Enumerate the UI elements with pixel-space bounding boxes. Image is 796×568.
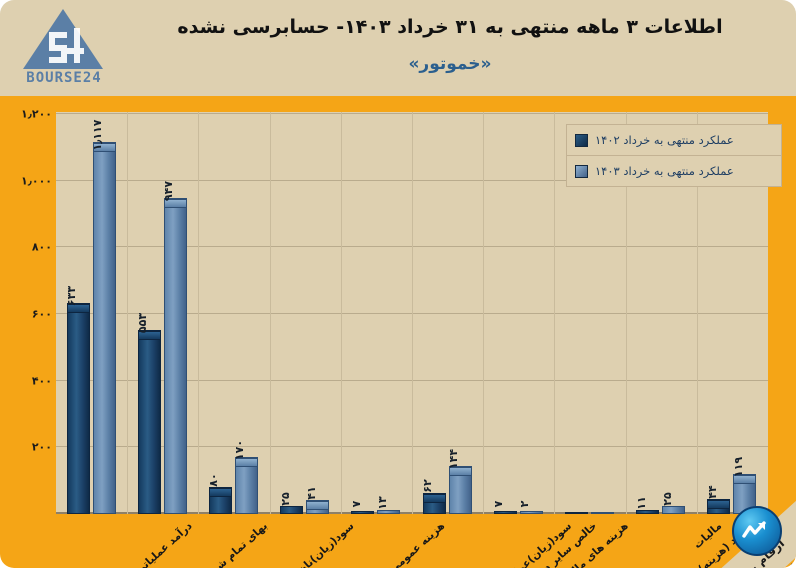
y-tick-label: ۸۰۰ xyxy=(31,240,52,254)
bar-عملکرد-منتهی-به-خرداد-۱۴۰۳[interactable]: ۱۱۹ xyxy=(732,457,757,514)
group-separator xyxy=(340,112,342,514)
bar-value-label: ۸۰ xyxy=(207,473,221,488)
bar-cap xyxy=(137,330,161,340)
group-separator xyxy=(198,112,200,514)
group-separator xyxy=(269,112,271,514)
bar-عملکرد-منتهی-به-خرداد-۱۴۰۳[interactable]: ۴۱ xyxy=(305,487,330,514)
bar-عملکرد-منتهی-به-خرداد-۱۴۰۲[interactable]: ۱۱ xyxy=(635,497,660,514)
page-subtitle: «خموتور» xyxy=(408,54,492,74)
bar-value-label: ۷ xyxy=(349,500,363,508)
bar-عملکرد-منتهی-به-خرداد-۱۴۰۳[interactable]: ۱۷۰ xyxy=(233,440,258,514)
bar-cap xyxy=(422,494,446,504)
bar-عملکرد-منتهی-به-خرداد-۱۴۰۲[interactable]: ۴۴ xyxy=(706,486,731,514)
x-tick-label: درآمد عملیاتی xyxy=(132,520,195,568)
group-separator xyxy=(127,112,129,514)
bar-عملکرد-منتهی-به-خرداد-۱۴۰۲[interactable]: ۶۲ xyxy=(421,480,446,514)
bar-group xyxy=(554,112,625,514)
bar-value-label: ۱۳ xyxy=(375,495,389,510)
bar-cap xyxy=(163,199,187,209)
bar-cap xyxy=(448,467,472,476)
bar-value-label: ۱٫۱۱۷ xyxy=(91,119,105,151)
group-separator xyxy=(625,112,627,514)
bar-value-label: ۱۷۰ xyxy=(233,440,247,461)
bar-value-label: ۱۴۴ xyxy=(447,448,461,470)
bar-value-label: ۵۵۳ xyxy=(136,312,150,333)
bar-group: ۵۵۳ ۹۴۷ xyxy=(127,112,198,514)
bar-cap xyxy=(92,142,116,152)
bar-عملکرد-منتهی-به-خرداد-۱۴۰۲[interactable]: ۶۳۳ xyxy=(65,286,90,514)
bar-cap xyxy=(234,458,258,468)
bar-عملکرد-منتهی-به-خرداد-۱۴۰۳[interactable]: ۱٫۱۱۷ xyxy=(91,119,116,514)
bar-عملکرد-منتهی-به-خرداد-۱۴۰۲[interactable]: ۷ xyxy=(350,501,375,514)
chart-panel: ۲۰۰ ۴۰۰ ۶۰۰ ۸۰۰ ۱٫۰۰۰ ۱٫۲۰۰ ۶۳۳ ۱٫۱۱۷ ۵۵۳ ۹۴۷ ۸۰ ۱… xyxy=(0,96,796,568)
bar-عملکرد-منتهی-به-خرداد-۱۴۰۳[interactable]: ۹۴۷ xyxy=(162,181,187,514)
y-tick-label: ۲۰۰ xyxy=(31,440,52,454)
bar-cap xyxy=(306,501,330,511)
bar-group: ۷ ۱۳ xyxy=(341,112,412,514)
legend-item[interactable]: عملکرد منتهی به خرداد ۱۴۰۲ xyxy=(567,125,781,155)
bar-cap xyxy=(733,475,757,485)
bar-عملکرد-منتهی-به-خرداد-۱۴۰۳[interactable]: ۲ xyxy=(518,501,543,514)
y-tick-label: ۶۰۰ xyxy=(31,307,52,321)
bar-value-label: ۹۴۷ xyxy=(162,181,176,202)
group-separator xyxy=(554,112,556,514)
chart-legend: عملکرد منتهی به خرداد ۱۴۰۲ عملکرد منتهی ب… xyxy=(566,124,782,187)
bar-عملکرد-منتهی-به-خرداد-۱۴۰۲[interactable] xyxy=(564,512,588,514)
y-tick-label: ۱٫۰۰۰ xyxy=(21,174,52,188)
bar-عملکرد-منتهی-به-خرداد-۱۴۰۳[interactable]: ۱۳ xyxy=(376,496,401,514)
bar-عملکرد-منتهی-به-خرداد-۱۴۰۳[interactable]: ۲۵ xyxy=(661,492,686,514)
bar-value-label: ۲ xyxy=(518,500,532,508)
group-separator xyxy=(483,112,485,514)
y-tick-label: ۱٫۲۰۰ xyxy=(21,107,52,121)
group-separator xyxy=(412,112,413,514)
bar-value-label: ۱۱۹ xyxy=(731,457,745,478)
bar-عملکرد-منتهی-به-خرداد-۱۴۰۲[interactable]: ۲۵ xyxy=(279,492,304,514)
bar-group: ۲۵ ۴۱ xyxy=(270,112,341,514)
logo-triangle-icon xyxy=(23,9,103,69)
bar-group: ۶۳۳ ۱٫۱۱۷ xyxy=(56,112,127,514)
bar-value-label: ۲۵ xyxy=(278,491,292,506)
legend-label: عملکرد منتهی به خرداد ۱۴۰۲ xyxy=(595,133,734,147)
bar-عملکرد-منتهی-به-خرداد-۱۴۰۲[interactable]: ۷ xyxy=(492,501,517,514)
bar-cap xyxy=(707,500,731,510)
bourse24-logo: BOURSE24 xyxy=(8,6,118,94)
legend-swatch-icon xyxy=(575,164,588,178)
bar-value-label: ۲۵ xyxy=(660,491,674,506)
y-axis: ۲۰۰ ۴۰۰ ۶۰۰ ۸۰۰ ۱٫۰۰۰ ۱٫۲۰۰ xyxy=(0,108,52,514)
bar-group: ۱۱ ۲۵ xyxy=(626,112,697,514)
bar-group: ۸۰ ۱۷۰ xyxy=(198,112,269,514)
trend-arrow-icon xyxy=(742,521,766,538)
bar-عملکرد-منتهی-به-خرداد-۱۴۰۳[interactable]: ۱۴۴ xyxy=(447,449,472,514)
bar-group: ۶۲ ۱۴۴ xyxy=(412,112,483,514)
x-tick-label: سود(زیان)ناخالص xyxy=(279,520,357,568)
legend-swatch-icon xyxy=(575,133,588,147)
bar-cap xyxy=(66,304,90,313)
page-header: BOURSE24 اطلاعات ۳ ماهه منتهی به ۳۱ خردا… xyxy=(0,0,796,96)
bar-cap xyxy=(208,488,232,498)
page-title: اطلاعات ۳ ماهه منتهی به ۳۱ خرداد ۱۴۰۳- ح… xyxy=(177,16,723,38)
x-tick-label: بهای تمام شده xyxy=(204,520,270,568)
group-separator xyxy=(696,112,698,514)
bar-group: ۴۴ ۱۱۹ xyxy=(697,112,768,514)
bar-value-label: ۶۲ xyxy=(421,479,435,494)
x-tick-label: هزینه عمومی و اداری xyxy=(355,520,448,568)
bar-value-label: ۴۱ xyxy=(304,486,318,501)
bar-value-label: ۱۱ xyxy=(634,496,648,511)
y-tick-label: ۴۰۰ xyxy=(31,374,52,388)
bar-value-label: ۴۴ xyxy=(705,485,719,500)
bourse24-badge-icon xyxy=(732,506,782,556)
bar-عملکرد-منتهی-به-خرداد-۱۴۰۳[interactable] xyxy=(590,512,614,514)
bar-عملکرد-منتهی-به-خرداد-۱۴۰۲[interactable]: ۵۵۳ xyxy=(136,313,161,514)
logo-wordmark: BOURSE24 xyxy=(26,70,102,86)
legend-label: عملکرد منتهی به خرداد ۱۴۰۳ xyxy=(595,164,734,178)
legend-item[interactable]: عملکرد منتهی به خرداد ۱۴۰۳ xyxy=(567,155,781,186)
bar-عملکرد-منتهی-به-خرداد-۱۴۰۲[interactable]: ۸۰ xyxy=(207,474,232,514)
bar-value-label: ۶۳۳ xyxy=(65,285,79,307)
bar-value-label: ۷ xyxy=(492,500,506,508)
